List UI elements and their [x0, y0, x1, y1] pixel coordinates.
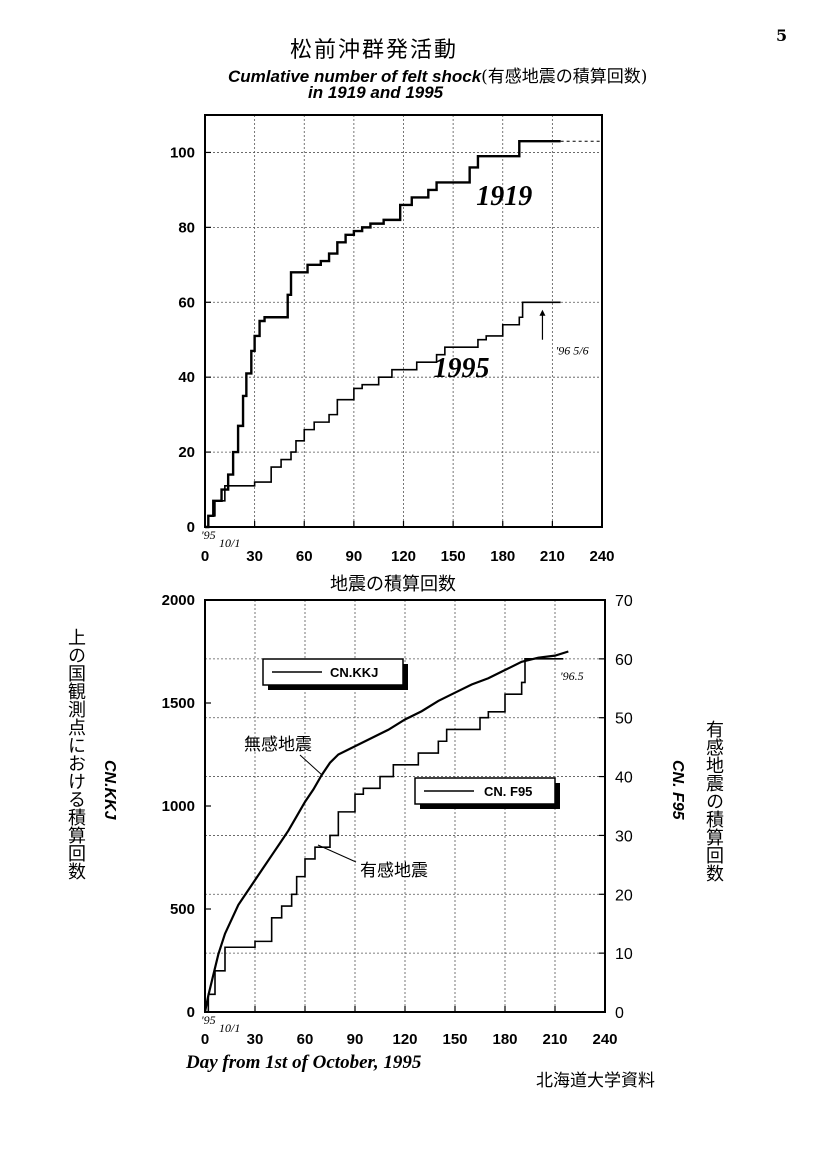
legend-f95-label: CN. F95	[484, 784, 532, 799]
top-end-arrow-head	[539, 309, 546, 316]
series-1995-line	[205, 301, 561, 528]
bottom-right-y-tick-label: 30	[615, 828, 633, 845]
series-CN.F95-line	[205, 658, 564, 1013]
bottom-right-y-tick-label: 50	[615, 711, 633, 728]
bottom-left-y-tick-label: 2000	[162, 592, 195, 609]
chart-title-line1-jp: (有感地震の積算回数)	[481, 67, 648, 87]
bottom-end-date: '96.5	[560, 669, 584, 683]
top-x-tick-label: 150	[441, 548, 466, 565]
top-origin-year: '95	[201, 528, 216, 542]
bottom-chart-title: 地震の積算回数	[330, 574, 456, 595]
annotation-unfelt: 無感地震	[244, 735, 312, 755]
bottom-x-tick-label: 120	[392, 1031, 417, 1048]
bottom-x-axis-label: Day from 1st of October, 1995	[186, 1052, 422, 1073]
bottom-origin-year: '95	[201, 1013, 216, 1027]
top-x-tick-label: 90	[346, 548, 363, 565]
top-y-tick-label: 80	[178, 219, 195, 236]
bottom-left-y-label-en: CN.KKJ	[101, 760, 118, 820]
annotation-unfelt-leader	[299, 754, 323, 776]
series-label-1995: 1995	[434, 353, 490, 384]
series-label-1919: 1919	[476, 181, 532, 212]
bottom-left-y-label-jp: 上の国観測点における積算回数	[65, 628, 86, 880]
chart-title-line1-en: Cumlative number of felt shock	[228, 67, 482, 86]
bottom-left-y-tick-label: 1000	[162, 798, 195, 815]
top-end-date: '96 5/6	[556, 344, 589, 358]
series-CN.KKJ-line	[203, 650, 569, 1013]
top-x-tick-label: 180	[490, 548, 515, 565]
top-y-tick-label: 40	[178, 369, 195, 386]
page-title-jp: 松前沖群発活動	[290, 38, 459, 63]
top-x-tick-label: 60	[296, 548, 313, 565]
bottom-x-tick-label: 30	[247, 1031, 264, 1048]
chart-title-line1: Cumlative number of felt shock(有感地震の積算回数…	[228, 62, 647, 87]
bottom-x-tick-label: 60	[297, 1031, 314, 1048]
top-x-tick-label: 210	[540, 548, 565, 565]
annotation-felt-leader	[317, 844, 357, 863]
bottom-x-tick-label: 240	[592, 1031, 617, 1048]
source-note: 北海道大学資料	[536, 1071, 655, 1091]
bottom-right-y-tick-label: 10	[615, 946, 633, 963]
bottom-right-y-tick-label: 40	[615, 770, 633, 787]
top-x-tick-label: 0	[201, 548, 209, 565]
series-1919-line	[205, 140, 561, 529]
top-y-tick-label: 60	[178, 294, 195, 311]
bottom-x-tick-label: 180	[492, 1031, 517, 1048]
bottom-x-tick-label: 90	[347, 1031, 364, 1048]
bottom-right-y-tick-label: 0	[615, 1005, 624, 1022]
bottom-right-y-tick-label: 70	[615, 593, 633, 610]
top-x-tick-label: 240	[589, 548, 614, 565]
bottom-right-y-tick-label: 20	[615, 887, 633, 904]
legend-f95-box	[414, 777, 556, 805]
page-number: 5	[776, 26, 788, 45]
top-x-tick-label: 120	[391, 548, 416, 565]
bottom-x-tick-label: 150	[442, 1031, 467, 1048]
bottom-x-tick-label: 210	[542, 1031, 567, 1048]
bottom-left-y-tick-label: 0	[187, 1004, 195, 1021]
bottom-right-y-label-en: CN. F95	[669, 760, 686, 820]
top-y-tick-label: 0	[187, 519, 195, 536]
bottom-left-y-tick-label: 1500	[162, 695, 195, 712]
bottom-right-y-label-jp: 有感地震の積算回数	[703, 720, 724, 882]
bottom-left-y-tick-label: 500	[170, 901, 195, 918]
bottom-origin-date: 10/1	[219, 1021, 240, 1035]
top-x-tick-label: 30	[246, 548, 263, 565]
top-origin-date: 10/1	[219, 536, 240, 550]
chart-title-line2: in 1919 and 1995	[308, 83, 444, 102]
top-y-tick-label: 20	[178, 444, 195, 461]
bottom-x-tick-label: 0	[201, 1031, 209, 1048]
legend-kkj-label: CN.KKJ	[330, 665, 378, 680]
top-y-tick-label: 100	[170, 144, 195, 161]
bottom-right-y-tick-label: 60	[615, 652, 633, 669]
annotation-felt: 有感地震	[360, 861, 428, 881]
